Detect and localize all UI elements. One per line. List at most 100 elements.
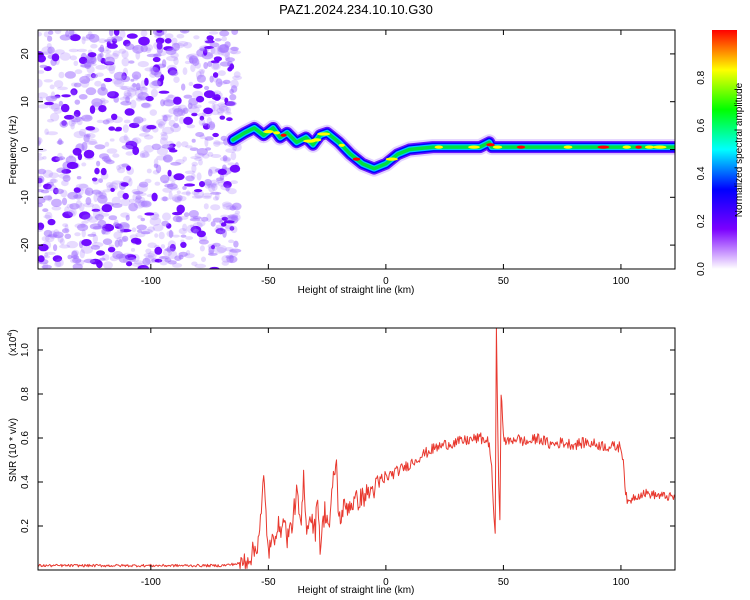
spectrogram-noise-blob — [81, 245, 93, 254]
spectrogram-noise-blob — [102, 119, 110, 125]
spectrogram-noise-blob — [191, 261, 198, 266]
spectrogram-noise-blob — [182, 185, 187, 190]
spectrogram-ridge-peak — [280, 133, 287, 137]
spectrogram-noise-blob — [96, 160, 101, 167]
spectrogram-noise-blob — [219, 30, 230, 37]
spectrogram-noise-blob — [202, 192, 213, 198]
spectrogram-noise-blob — [121, 235, 129, 242]
spectrogram-noise-blob — [38, 140, 41, 147]
spectrogram-noise-blob — [97, 219, 107, 228]
spectrogram-noise-blob — [214, 38, 222, 42]
spectrogram-noise-blob — [45, 95, 57, 102]
spectrogram-noise-blob — [144, 255, 155, 264]
spectrogram-noise-blob — [168, 191, 173, 200]
spectrogram-noise-blob — [76, 176, 82, 180]
spectrogram-noise-blob — [99, 44, 105, 53]
spectrogram-noise-blob — [90, 43, 98, 49]
spectrogram-noise-blob — [41, 264, 52, 269]
spectrogram-noise-blob — [97, 87, 108, 96]
spectrogram-noise-blob — [42, 169, 54, 178]
colorbar-label: Normalized spectral amplitude — [734, 82, 745, 217]
snr-scale-suffix: ) — [8, 329, 19, 332]
spectrogram-noise-blob — [95, 191, 103, 198]
spectrogram-noise-blob — [52, 231, 64, 239]
spectrogram-noise-blob — [196, 172, 202, 181]
snr-y-tick-label: 1.0 — [20, 343, 31, 357]
spectrogram-noise-blob — [207, 151, 214, 157]
spectrogram-noise-blob — [84, 190, 91, 195]
spectrogram-noise-blob — [201, 122, 208, 126]
spectrogram-noise-blob — [183, 41, 192, 49]
spectrogram-noise-blob — [139, 153, 146, 158]
spectrogram-ridge-peak — [317, 132, 331, 136]
spectrogram-noise-blob — [171, 196, 182, 202]
spectrogram-noise-blob — [47, 35, 53, 42]
spectrogram-noise-region — [38, 30, 243, 269]
spectrogram-noise-blob — [162, 180, 169, 184]
spectrogram-noise-blob — [85, 126, 96, 131]
spectrogram-noise-blob — [131, 138, 139, 147]
spectrogram-noise-blob — [38, 222, 45, 231]
spectrogram-noise-blob — [44, 101, 54, 106]
spectrogram-noise-blob — [156, 118, 167, 126]
spectrogram-noise-blob — [154, 258, 163, 263]
spectrogram-noise-blob — [92, 177, 98, 182]
spectrogram-noise-blob — [71, 119, 81, 123]
spectrogram-noise-blob — [191, 138, 196, 143]
spectrogram-noise-blob — [172, 234, 180, 238]
spectrogram-noise-blob — [157, 31, 162, 39]
spectrogram-noise-blob — [144, 212, 155, 216]
spectrogram-noise-blob — [71, 113, 79, 121]
spectrogram-noise-blob — [91, 189, 102, 195]
spectrogram-noise-blob — [89, 105, 96, 114]
spectrogram-noise-blob — [74, 116, 83, 120]
spectrogram-noise-blob — [42, 208, 49, 213]
spectrogram-x-tick-label: 100 — [613, 276, 630, 287]
spectrogram-noise-blob — [59, 52, 71, 61]
colorbar-tick-label: 0.0 — [696, 262, 707, 276]
spectrogram-noise-blob — [213, 246, 226, 254]
snr-y-tick-label: 0.8 — [20, 387, 31, 401]
spectrogram-noise-blob — [212, 103, 220, 111]
spectrogram-noise-blob — [190, 156, 202, 160]
spectrogram-noise-blob — [116, 165, 121, 171]
spectrogram-noise-blob — [225, 223, 234, 232]
spectrogram-noise-blob — [204, 138, 209, 147]
spectrogram-noise-blob — [53, 107, 63, 114]
spectrogram-noise-blob — [177, 215, 189, 220]
spectrogram-noise-blob — [204, 181, 211, 189]
spectrogram-noise-blob — [118, 48, 127, 54]
spectrogram-noise-blob — [85, 197, 92, 206]
spectrogram-noise-blob — [105, 52, 111, 60]
spectrogram-noise-blob — [213, 56, 222, 62]
spectrogram-noise-blob — [121, 144, 134, 150]
spectrogram-noise-blob — [207, 61, 213, 67]
spectrogram-noise-blob — [113, 79, 125, 88]
spectrogram-noise-blob — [199, 245, 205, 252]
spectrogram-noise-blob — [185, 236, 194, 240]
spectrogram-noise-blob — [231, 202, 242, 211]
spectrogram-noise-blob — [178, 228, 188, 235]
spectrogram-noise-blob — [108, 30, 114, 37]
spectrogram-noise-blob — [188, 106, 200, 114]
spectrogram-noise-blob — [119, 135, 130, 144]
spectrogram-noise-blob — [182, 67, 188, 75]
spectrogram-noise-blob — [185, 145, 193, 149]
spectrogram-noise-blob — [194, 189, 203, 193]
colorbar-tick-label: 0.8 — [696, 70, 707, 84]
spectrogram-noise-blob — [230, 151, 237, 161]
spectrogram-noise-blob — [184, 170, 196, 175]
spectrogram-noise-blob — [210, 204, 221, 211]
spectrogram-noise-blob — [154, 246, 163, 255]
spectrogram-noise-blob — [97, 194, 108, 204]
spectrogram-noise-blob — [202, 195, 212, 200]
spectrogram-noise-blob — [70, 122, 75, 130]
spectrogram-noise-blob — [181, 191, 192, 195]
spectrogram-noise-blob — [167, 240, 177, 250]
spectrogram-noise-blob — [73, 109, 81, 118]
spectrogram-noise-blob — [121, 223, 130, 228]
spectrogram-noise-blob — [138, 181, 149, 188]
spectrogram-noise-blob — [78, 128, 87, 137]
spectrogram-noise-blob — [107, 246, 116, 253]
